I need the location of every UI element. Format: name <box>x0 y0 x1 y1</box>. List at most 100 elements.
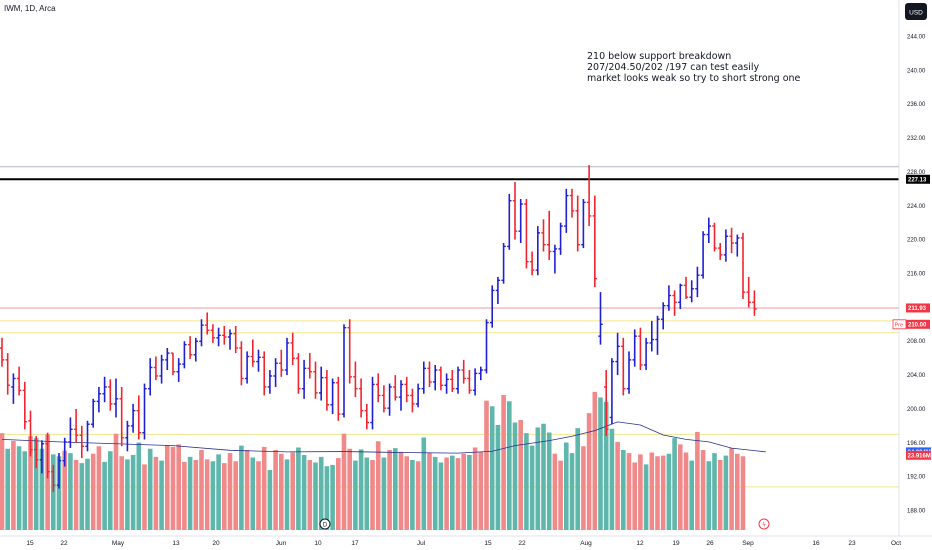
volume-bar <box>558 460 563 530</box>
annotation-line-1: 210 below support breakdown <box>587 51 731 62</box>
volume-bar <box>546 432 552 530</box>
volume-bar <box>541 423 546 530</box>
ohlc-bar <box>119 386 124 447</box>
volume-bar <box>683 452 689 530</box>
volume-bar <box>307 460 313 530</box>
volume-bar <box>586 413 592 530</box>
price-tick-label: 232.00 <box>907 136 926 142</box>
volume-bar <box>598 397 603 530</box>
price-tick-label: 192.00 <box>907 475 926 481</box>
ohlc-bar <box>159 354 164 384</box>
ohlc-bar <box>148 358 153 396</box>
svg-text:23.916M: 23.916M <box>908 453 931 459</box>
volume-bar <box>535 427 541 530</box>
ohlc-bar <box>740 232 746 299</box>
earnings-event-icon[interactable]: ϟ <box>758 518 770 530</box>
currency-button[interactable]: USD <box>905 3 927 20</box>
ohlc-bar <box>239 341 244 386</box>
volume-bar <box>370 460 375 530</box>
volume-bar <box>398 451 404 530</box>
time-tick-label: 15 <box>26 540 34 547</box>
ohlc-bar <box>438 366 444 391</box>
ohlc-bar <box>649 320 654 352</box>
ohlc-bar <box>666 285 672 311</box>
volume-bar <box>717 460 723 530</box>
volume-bar <box>165 445 170 530</box>
volume-bar <box>364 457 370 530</box>
price-tick-label: 228.00 <box>907 170 926 176</box>
ohlc-bar <box>512 182 518 240</box>
volume-bar <box>39 448 45 530</box>
ohlc-bar <box>51 464 56 492</box>
ohlc-bar <box>11 373 16 404</box>
ohlc-bar <box>569 188 575 218</box>
volume-bar <box>495 425 501 530</box>
volume-bar <box>621 450 626 530</box>
volume-bar <box>524 433 529 530</box>
currency-label: USD <box>909 10 923 17</box>
volume-bar <box>330 465 335 530</box>
time-tick-label: Aug <box>580 540 592 547</box>
time-tick-label: 13 <box>172 540 180 547</box>
ohlc-bar <box>672 290 677 316</box>
ohlc-bar <box>113 378 119 418</box>
time-tick-label: 16 <box>812 540 820 547</box>
svg-text:Pre: Pre <box>895 323 904 329</box>
ohlc-bar <box>575 195 580 252</box>
volume-bar <box>28 436 33 530</box>
price-tick-label: 196.00 <box>907 441 926 447</box>
ohlc-bar <box>279 349 284 377</box>
ohlc-bar <box>678 283 683 310</box>
time-tick-label: 17 <box>351 540 359 547</box>
volume-bar <box>11 440 16 530</box>
volume-bar <box>455 458 461 530</box>
volume-bar <box>472 447 478 530</box>
ohlc-bar <box>227 329 233 350</box>
ohlc-bar <box>638 327 643 371</box>
ohlc-bar <box>358 378 364 418</box>
time-tick-label: 22 <box>60 540 68 547</box>
ohlc-bar <box>626 351 632 394</box>
volume-bar <box>142 464 147 530</box>
volume-bar <box>695 431 700 530</box>
ohlc-bar <box>621 337 626 396</box>
svg-text:211.93: 211.93 <box>908 306 927 312</box>
volume-bar <box>507 401 512 530</box>
ohlc-bar <box>336 376 341 421</box>
ohlc-bar <box>381 385 387 413</box>
volume-bar <box>484 400 489 530</box>
volume-bar <box>244 450 250 530</box>
ohlc-bar <box>746 276 751 308</box>
price-tick-label: 224.00 <box>907 204 926 210</box>
volume-bar <box>552 453 558 530</box>
ohlc-bar <box>507 193 512 250</box>
dividend-event-icon[interactable]: D <box>319 518 331 530</box>
volume-bar <box>638 454 643 530</box>
volume-bar <box>410 460 415 530</box>
svg-text:D: D <box>323 523 328 529</box>
ohlc-bar <box>518 198 523 244</box>
ohlc-bar <box>472 368 478 396</box>
ohlc-bar <box>290 332 295 365</box>
volume-bar <box>712 453 717 530</box>
volume-bar <box>427 452 432 530</box>
ohlc-bar <box>125 420 130 452</box>
volume-bar <box>256 461 261 530</box>
horizontal-levels <box>0 166 899 488</box>
volume-bar <box>108 451 113 530</box>
volume-bar <box>56 456 62 530</box>
ohlc-bar <box>341 324 347 418</box>
ohlc-bar <box>5 353 10 395</box>
price-axis-ticks: 188.00192.00196.00200.00204.00208.00212.… <box>907 34 926 514</box>
volume-bar <box>501 395 506 530</box>
ohlc-bar <box>176 358 181 382</box>
volume-bar <box>73 460 79 530</box>
volume-bar <box>347 448 352 530</box>
ohlc-bar <box>170 352 176 376</box>
volume-bar <box>592 391 598 530</box>
ohlc-bar <box>68 417 73 448</box>
ohlc-bar <box>376 373 381 403</box>
volume-bar <box>655 456 660 530</box>
ohlc-bar <box>347 319 352 384</box>
